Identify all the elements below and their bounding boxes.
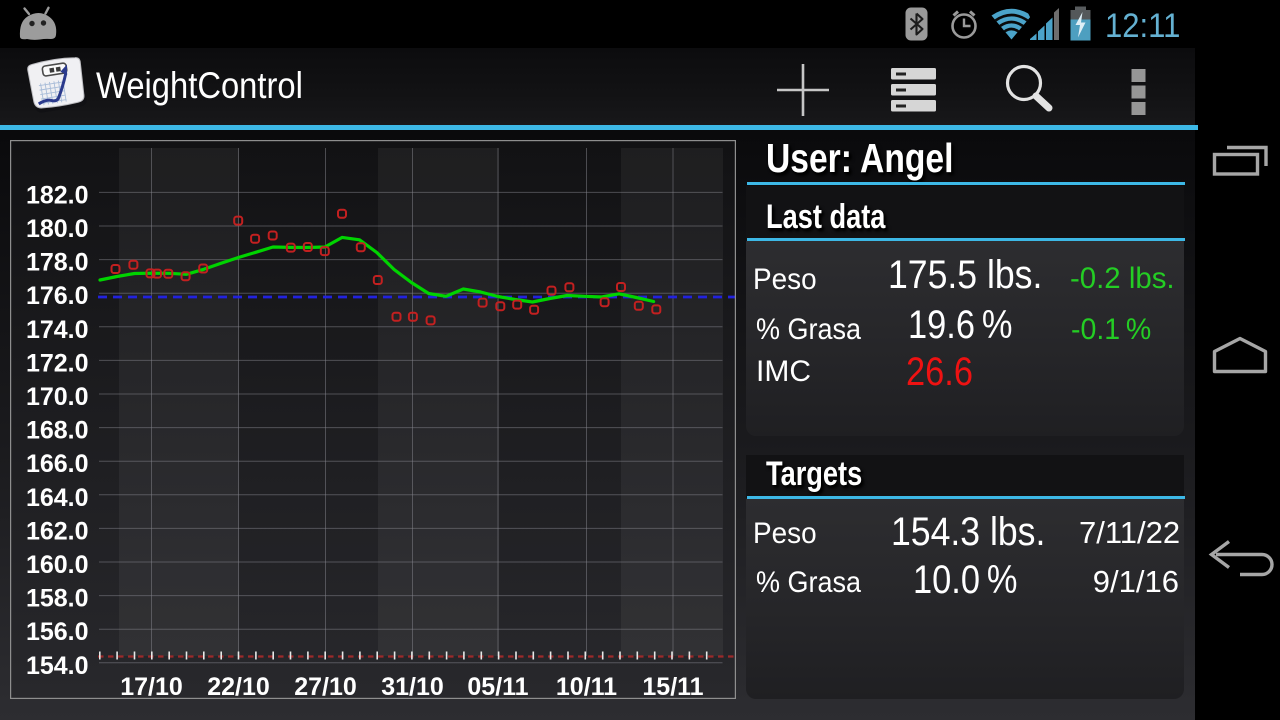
svg-text:172.0: 172.0 bbox=[26, 349, 89, 377]
svg-text:180.0: 180.0 bbox=[26, 215, 89, 243]
svg-text:170.0: 170.0 bbox=[26, 383, 89, 411]
svg-text:15/11: 15/11 bbox=[642, 673, 703, 699]
svg-text:174.0: 174.0 bbox=[26, 316, 89, 344]
svg-text:17/10: 17/10 bbox=[120, 673, 183, 699]
svg-text:31/10: 31/10 bbox=[381, 673, 444, 699]
svg-text:164.0: 164.0 bbox=[26, 484, 89, 512]
svg-text:10/11: 10/11 bbox=[556, 673, 617, 699]
svg-text:154.0: 154.0 bbox=[26, 652, 89, 680]
svg-text:166.0: 166.0 bbox=[26, 450, 89, 478]
svg-text:160.0: 160.0 bbox=[26, 551, 89, 579]
svg-text:156.0: 156.0 bbox=[26, 618, 89, 646]
svg-text:22/10: 22/10 bbox=[207, 673, 270, 699]
svg-text:162.0: 162.0 bbox=[26, 517, 89, 545]
svg-text:182.0: 182.0 bbox=[26, 181, 89, 209]
svg-text:176.0: 176.0 bbox=[26, 282, 89, 310]
svg-text:158.0: 158.0 bbox=[26, 585, 89, 613]
svg-text:178.0: 178.0 bbox=[26, 249, 89, 277]
svg-text:27/10: 27/10 bbox=[294, 673, 357, 699]
svg-text:168.0: 168.0 bbox=[26, 417, 89, 445]
svg-text:05/11: 05/11 bbox=[467, 673, 528, 699]
